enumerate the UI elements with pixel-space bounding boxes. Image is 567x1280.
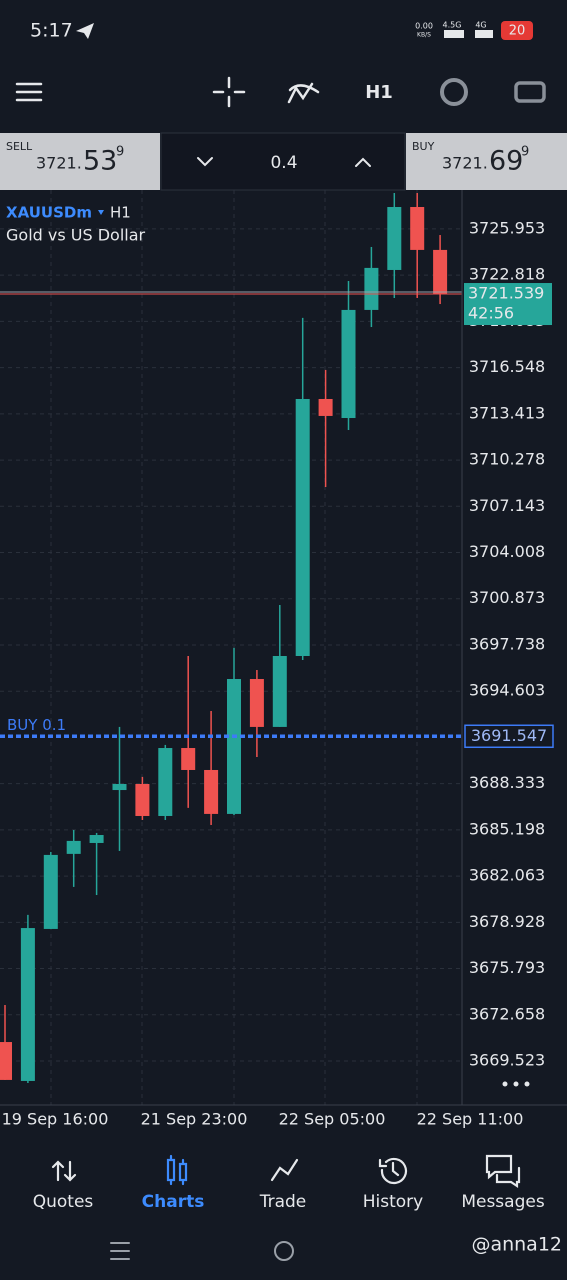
indicators-button[interactable] [287,82,320,104]
symbol-dropdown[interactable] [98,210,104,215]
chart: 3669.523 3672.658 3675.793 3678.928 3682.063… [0,190,554,1129]
nav-tab[interactable]: Messages [461,1192,545,1212]
candle-body [410,207,425,250]
bottom-nav: Quotes Charts Trade History Messages [33,1192,545,1212]
trade-toggle-button[interactable] [514,81,546,103]
candle-body [20,928,35,1081]
buy-price-sup: 9 [521,145,529,160]
y-tick-label: 3669.523 [469,1051,545,1070]
candle-body [0,1042,12,1080]
candle-body [295,398,310,657]
y-tick-label: 3675.793 [469,958,545,977]
candle-body [272,656,287,727]
sell-price-big: 53 [83,146,117,177]
nav-tab[interactable]: Quotes [33,1192,94,1212]
more-button[interactable] [502,1081,530,1087]
crosshair-button[interactable] [212,76,246,108]
net-speed: 0.00 [415,22,433,31]
objects-button[interactable] [440,78,468,106]
position-label[interactable]: BUY 0.1 [7,716,66,734]
y-tick-label: 3672.658 [469,1004,545,1023]
y-tick-label: 3722.818 [469,265,545,284]
candle-body [135,783,150,816]
battery [501,21,533,40]
buy-price-big: 69 [489,146,523,177]
buy-price: 3721. [442,154,488,173]
candle-body [249,679,264,727]
y-tick-label: 3704.008 [469,542,545,561]
candle-body [387,207,402,270]
menu-button[interactable] [15,82,43,102]
sell-button[interactable] [0,133,160,190]
candle-body [204,769,219,814]
position-price-box [464,724,554,749]
signal-bars [475,30,493,38]
countdown: 42:56 [468,304,514,323]
telegram-icon [76,23,94,39]
y-tick-label: 3713.413 [469,403,545,422]
x-tick-label: 21 Sep 23:00 [141,1110,248,1129]
position-price: 3691.547 [471,726,547,745]
signal-label: 4.5G [443,21,462,30]
x-tick-label: 22 Sep 11:00 [417,1110,524,1129]
y-tick-label: 3716.548 [469,357,545,376]
bid-price: 3721.539 [468,284,544,303]
y-tick-label: 3685.198 [469,819,545,838]
x-tick-label: 19 Sep 16:00 [2,1110,109,1129]
status-time: 5:17 [30,20,73,42]
volume-down[interactable] [197,157,213,167]
signal-label: 4G [475,21,486,30]
candle-body [43,854,58,929]
nav-tab[interactable]: Charts [142,1192,205,1212]
nav-tab[interactable]: History [363,1192,423,1212]
candle-body [181,748,196,770]
y-tick-label: 3697.738 [469,634,545,653]
y-tick-label: 3710.278 [469,450,545,469]
sell-price: 3721. [36,154,82,173]
nav-tab[interactable]: Trade [259,1192,307,1212]
bid-price-box [464,283,552,326]
battery-level: 20 [509,24,526,39]
net-unit: KB/S [417,32,431,39]
candle-body [318,398,333,416]
signal-bars [444,30,464,38]
y-tick-label: 3678.928 [469,912,545,931]
sell-label: SELL [6,140,33,153]
watermark: @anna12 [471,1234,562,1256]
buy-button[interactable] [406,133,567,190]
y-tick-label: 3682.063 [469,866,545,885]
candle-body [158,748,173,816]
candle-body [89,835,104,843]
description: Gold vs US Dollar [6,226,146,245]
y-tick-label: 3707.143 [469,496,545,515]
y-tick-label: 3700.873 [469,588,545,607]
candle-body [112,783,127,791]
candle-body [227,679,241,814]
timeframe-button[interactable]: H1 [365,82,393,103]
volume-up[interactable] [355,157,371,167]
sell-price-sup: 9 [116,145,124,160]
candle-body [364,267,379,310]
y-tick-label: 3688.333 [469,773,545,792]
candle-body [433,249,448,295]
symbol: XAUUSDm [6,204,92,222]
nav-bg [0,1140,567,1280]
system-nav [110,1241,294,1261]
chart-timeframe: H1 [110,204,131,222]
candle-body [341,309,356,419]
y-tick-label: 3694.603 [469,681,545,700]
candle-body [66,840,81,854]
y-tick-label: 3725.953 [469,218,545,237]
nav-icons [51,1154,521,1189]
volume[interactable]: 0.4 [270,153,297,173]
x-tick-label: 22 Sep 05:00 [279,1110,386,1129]
buy-label: BUY [412,140,435,153]
